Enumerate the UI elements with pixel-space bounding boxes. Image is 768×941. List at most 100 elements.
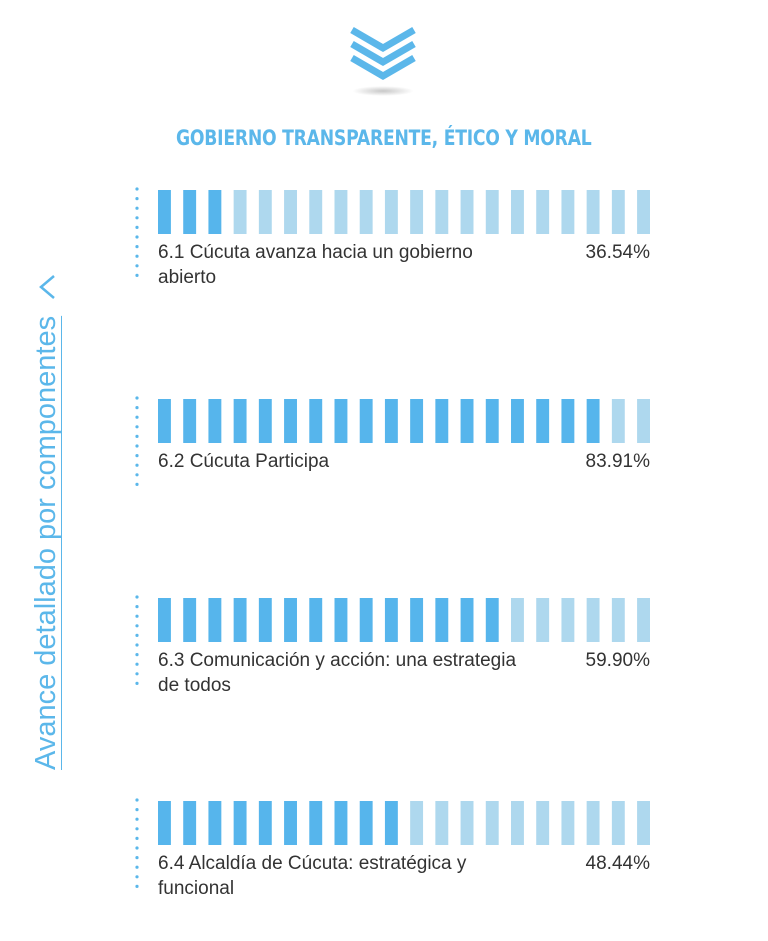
bar-segment-empty bbox=[536, 801, 550, 845]
marker-dot bbox=[135, 406, 139, 410]
bar-segment-filled bbox=[284, 801, 297, 845]
bar-segment-empty bbox=[561, 598, 575, 642]
marker-dot bbox=[135, 415, 139, 419]
marker-dot bbox=[135, 425, 139, 429]
bar-segment-empty bbox=[511, 801, 524, 845]
bar-segment-empty bbox=[435, 190, 449, 234]
side-label-container: Avance detallado por componentes bbox=[30, 274, 63, 770]
component-percent: 36.54% bbox=[585, 242, 650, 263]
marker-dot bbox=[135, 817, 139, 821]
progress-bar-6-2 bbox=[158, 399, 650, 443]
component-percent: 48.44% bbox=[585, 853, 650, 874]
bar-segment-filled bbox=[233, 801, 247, 845]
component-percent: 83.91% bbox=[585, 451, 650, 472]
bar-segment-empty bbox=[637, 598, 650, 642]
bar-segment-filled bbox=[511, 399, 524, 443]
bar-segment-filled bbox=[435, 399, 449, 443]
bar-segment-filled bbox=[158, 598, 171, 642]
component-label: 6.1 Cúcuta avanza hacia un gobierno abie… bbox=[158, 242, 473, 288]
marker-dot bbox=[135, 827, 139, 831]
bar-segment-filled bbox=[233, 598, 247, 642]
marker-dot bbox=[135, 216, 139, 220]
marker-dot bbox=[135, 473, 139, 477]
bar-segment-filled bbox=[384, 801, 398, 845]
bar-segment-filled bbox=[485, 598, 499, 642]
marker-dot bbox=[135, 662, 139, 666]
bar-segment-filled bbox=[183, 190, 197, 234]
marker-dot bbox=[135, 798, 139, 802]
component-label: 6.2 Cúcuta Participa bbox=[158, 451, 330, 472]
bar-segment-filled bbox=[208, 190, 222, 234]
marker-dot bbox=[135, 463, 139, 467]
bar-segment-filled bbox=[334, 598, 348, 642]
marker-dot bbox=[135, 254, 139, 258]
marker-dot bbox=[135, 454, 139, 458]
bar-segment-filled bbox=[309, 598, 323, 642]
bar-segment-filled bbox=[561, 399, 575, 443]
icon-shadow bbox=[352, 86, 414, 96]
bar-segment-filled bbox=[208, 399, 222, 443]
bar-segment-filled bbox=[258, 801, 272, 845]
bar-segment-filled bbox=[460, 598, 474, 642]
bar-segment-empty bbox=[309, 190, 323, 234]
bar-segment-filled bbox=[410, 399, 424, 443]
bar-segment-filled bbox=[334, 801, 348, 845]
bar-segment-empty bbox=[586, 190, 600, 234]
bar-segment-empty bbox=[637, 801, 650, 845]
bar-segment-empty bbox=[586, 801, 600, 845]
component-percent: 59.90% bbox=[585, 650, 650, 671]
bar-segment-filled bbox=[284, 598, 297, 642]
marker-dot bbox=[135, 614, 139, 618]
bar-segment-filled bbox=[536, 399, 550, 443]
dotted-marker bbox=[135, 595, 139, 685]
bar-segment-empty bbox=[284, 190, 297, 234]
bar-segment-empty bbox=[359, 190, 373, 234]
bar-segment-filled bbox=[284, 399, 297, 443]
bar-segment-filled bbox=[384, 598, 398, 642]
marker-dot bbox=[135, 808, 139, 812]
marker-dot bbox=[135, 273, 139, 277]
bar-segment-filled bbox=[309, 801, 323, 845]
marker-dot bbox=[135, 653, 139, 657]
bar-segment-empty bbox=[611, 598, 625, 642]
bar-segment-empty bbox=[435, 801, 449, 845]
marker-dot bbox=[135, 681, 139, 685]
dotted-marker bbox=[135, 187, 139, 277]
side-label: Avance detallado por componentes bbox=[30, 315, 62, 770]
chevron-right-icon bbox=[38, 274, 55, 299]
progress-bar-6-1 bbox=[158, 190, 650, 234]
marker-dot bbox=[135, 444, 139, 448]
bar-segment-empty bbox=[536, 190, 550, 234]
bar-segment-empty bbox=[536, 598, 550, 642]
marker-dot bbox=[135, 187, 139, 191]
bar-segment-empty bbox=[485, 801, 499, 845]
bar-segment-filled bbox=[359, 801, 373, 845]
marker-dot bbox=[135, 672, 139, 676]
marker-dot bbox=[135, 396, 139, 400]
bar-segment-filled bbox=[460, 399, 474, 443]
bar-segment-empty bbox=[258, 190, 272, 234]
bar-segment-empty bbox=[561, 801, 575, 845]
bar-segment-empty bbox=[611, 399, 625, 443]
bar-segment-filled bbox=[410, 598, 424, 642]
marker-dot bbox=[135, 264, 139, 268]
progress-bar-6-3 bbox=[158, 598, 650, 642]
marker-dot bbox=[135, 206, 139, 210]
bar-segment-filled bbox=[485, 399, 499, 443]
bar-segment-empty bbox=[485, 190, 499, 234]
marker-dot bbox=[135, 865, 139, 869]
bar-segment-filled bbox=[158, 399, 171, 443]
bar-segment-empty bbox=[511, 190, 524, 234]
bar-segment-empty bbox=[410, 190, 424, 234]
triple-chevron-down-icon bbox=[350, 26, 416, 81]
marker-dot bbox=[135, 434, 139, 438]
bar-segment-empty bbox=[611, 801, 625, 845]
marker-dot bbox=[135, 595, 139, 599]
bar-segment-empty bbox=[586, 598, 600, 642]
bar-segment-filled bbox=[258, 598, 272, 642]
bar-segment-filled bbox=[334, 399, 348, 443]
bar-segment-filled bbox=[309, 399, 323, 443]
bar-segment-filled bbox=[183, 399, 197, 443]
marker-dot bbox=[135, 643, 139, 647]
marker-dot bbox=[135, 624, 139, 628]
